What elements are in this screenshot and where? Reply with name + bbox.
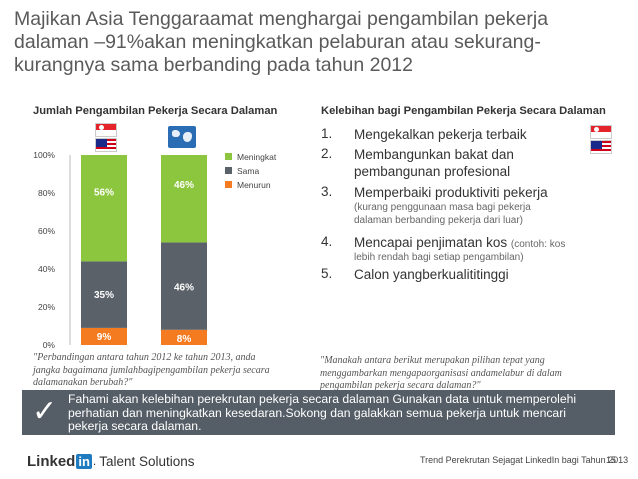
legend-label: Sama [237, 166, 259, 176]
benefit-text: Memperbaiki produktiviti pekerja [354, 185, 548, 200]
benefit-number: 5. [321, 266, 333, 281]
data-label: 56% [94, 187, 114, 198]
checkmark-icon: ✓ [32, 394, 58, 429]
y-tick-label: 80% [38, 188, 55, 198]
benefit-inline-note: (contoh: kos [510, 239, 566, 250]
benefit-number: 1. [321, 126, 333, 141]
bar-segment [81, 155, 127, 262]
linkedin-logo: Linked in. Talent Solutions [27, 452, 195, 470]
chart-title: Jumlah Pengambilan Pekerja Secara Dalama… [33, 105, 278, 117]
banner-text: Fahami akan kelebihan perekrutan pekerja… [68, 392, 577, 433]
logo-dot: . [92, 454, 97, 468]
footer-text: Trend Perekrutan Sejagat LinkedIn bagi T… [420, 455, 629, 465]
page-title: Majikan Asia Tenggaraamat menghargai pen… [14, 8, 549, 76]
bar-segment [161, 329, 207, 345]
chart-question: "Perbandingan antara tahun 2012 ke tahun… [33, 352, 270, 388]
logo-linked: Linked [27, 452, 76, 470]
y-tick-label: 100% [33, 150, 55, 160]
benefits-title: Kelebihan bagi Pengambilan Pekerja Secar… [321, 105, 606, 117]
benefit-number: 4. [321, 234, 333, 249]
y-tick-label: 20% [38, 302, 55, 312]
logo-in: in [76, 453, 92, 469]
benefits-question: "Manakah antara berikut merupakan piliha… [320, 355, 562, 391]
legend-label: Menurun [237, 180, 271, 190]
singapore-flag-icon [95, 123, 117, 137]
y-tick-label: 40% [38, 264, 55, 274]
page-number: 15 [606, 455, 617, 465]
logo-subtitle: Talent Solutions [99, 453, 195, 469]
takeaway-banner: ✓ Fahami akan kelebihan perekrutan peker… [22, 390, 615, 435]
benefit-text: Mengekalkan pekerja terbaik [354, 127, 527, 142]
benefit-note: lebih rendah bagi setiap pengambilan) [354, 252, 524, 263]
benefit-text: Mencapai penjimatan kos [354, 235, 508, 250]
legend-swatch [225, 181, 232, 188]
benefit-text: Calon yangberkualititinggi [354, 267, 509, 282]
legend-label: Meningkat [237, 152, 277, 162]
data-label: 46% [174, 180, 194, 191]
globe-icon [168, 126, 196, 148]
malaysia-flag-icon [590, 140, 612, 154]
data-label: 35% [94, 290, 114, 301]
legend-swatch [225, 167, 232, 174]
y-tick-label: 60% [38, 226, 55, 236]
data-label: 8% [177, 334, 192, 345]
data-label: 46% [174, 282, 194, 293]
benefit-number: 3. [321, 184, 333, 199]
benefit-text: Membangunkan bakat dan pembangunan profe… [354, 147, 514, 179]
malaysia-flag-icon [95, 138, 117, 152]
legend-swatch [225, 153, 232, 160]
bar-segment [81, 327, 127, 345]
benefit-number: 2. [321, 146, 333, 161]
data-label: 9% [97, 332, 112, 343]
bar-segment [161, 155, 207, 243]
y-tick-label: 0% [43, 340, 56, 350]
bar-segment [81, 261, 127, 328]
singapore-flag-icon [590, 125, 612, 139]
bar-segment [161, 242, 207, 330]
benefit-note: (kurang penggunaan masa bagi pekerja dal… [354, 202, 531, 226]
